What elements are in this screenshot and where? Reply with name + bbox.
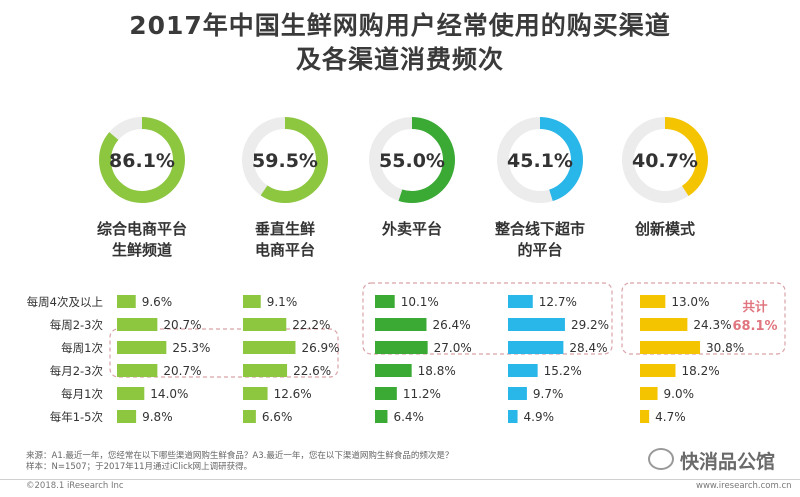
website: www.iresearch.com.cn bbox=[696, 481, 792, 491]
highlight-box-1 bbox=[109, 328, 339, 378]
usage-ring bbox=[497, 117, 583, 203]
frequency-bar bbox=[375, 318, 427, 331]
frequency-value: 30.8% bbox=[706, 341, 744, 355]
frequency-value: 4.9% bbox=[524, 410, 555, 424]
chart-title-line2: 及各渠道消费频次 bbox=[295, 45, 504, 74]
frequency-value: 14.0% bbox=[150, 387, 188, 401]
usage-value: 55.0% bbox=[379, 150, 445, 172]
channel-name: 外卖平台 bbox=[381, 220, 442, 238]
frequency-label: 每月1次 bbox=[61, 387, 103, 401]
frequency-bar bbox=[243, 295, 261, 308]
frequency-value: 13.0% bbox=[671, 295, 709, 309]
usage-value: 59.5% bbox=[252, 150, 318, 172]
frequency-bar bbox=[508, 341, 564, 354]
frequency-bar bbox=[640, 318, 688, 331]
frequency-bar bbox=[640, 410, 650, 423]
frequency-bar bbox=[375, 295, 395, 308]
frequency-value: 12.6% bbox=[274, 387, 312, 401]
wechat-icon bbox=[648, 448, 674, 470]
frequency-value: 9.6% bbox=[142, 295, 173, 309]
channel-name: 垂直生鲜电商平台 bbox=[255, 220, 315, 259]
frequency-bar bbox=[508, 387, 527, 400]
frequency-value: 6.4% bbox=[393, 410, 424, 424]
watermark-text: 快消品公馆 bbox=[680, 451, 776, 473]
frequency-label: 每年1-5次 bbox=[50, 410, 104, 424]
frequency-value: 28.4% bbox=[569, 341, 607, 355]
frequency-value: 10.1% bbox=[401, 295, 439, 309]
highlight-box-2 bbox=[362, 282, 613, 355]
copyright: ©2018.1 iResearch Inc bbox=[26, 481, 124, 491]
frequency-bar bbox=[375, 341, 428, 354]
frequency-bar bbox=[375, 387, 397, 400]
frequency-value: 15.2% bbox=[544, 364, 582, 378]
frequency-bar bbox=[117, 318, 158, 331]
frequency-bar bbox=[640, 341, 701, 354]
frequency-value: 9.8% bbox=[142, 410, 173, 424]
frequency-bar bbox=[508, 410, 518, 423]
frequency-value: 20.7% bbox=[163, 318, 201, 332]
usage-value: 40.7% bbox=[632, 150, 698, 172]
frequency-value: 22.6% bbox=[293, 364, 331, 378]
frequency-bar bbox=[640, 387, 658, 400]
frequency-bar bbox=[508, 318, 565, 331]
frequency-bar bbox=[375, 364, 412, 377]
frequency-value: 11.2% bbox=[403, 387, 441, 401]
frequency-bar bbox=[243, 364, 288, 377]
frequency-value: 26.4% bbox=[432, 318, 470, 332]
watermark: 快消品公馆 bbox=[648, 447, 775, 474]
usage-ring bbox=[622, 117, 708, 203]
frequency-value: 4.7% bbox=[655, 410, 686, 424]
frequency-value: 20.7% bbox=[163, 364, 201, 378]
frequency-bar bbox=[640, 295, 666, 308]
frequency-value: 22.2% bbox=[292, 318, 330, 332]
usage-value: 86.1% bbox=[109, 150, 175, 172]
frequency-bar bbox=[243, 341, 296, 354]
usage-ring bbox=[242, 117, 328, 203]
frequency-value: 12.7% bbox=[539, 295, 577, 309]
usage-ring bbox=[99, 117, 185, 203]
frequency-bar bbox=[243, 410, 256, 423]
annotation-value: 68.1% bbox=[732, 319, 777, 334]
frequency-bar bbox=[117, 387, 145, 400]
frequency-bar bbox=[117, 364, 158, 377]
frequency-value: 18.8% bbox=[418, 364, 456, 378]
frequency-bar bbox=[508, 364, 538, 377]
usage-value: 45.1% bbox=[507, 150, 573, 172]
frequency-value: 18.2% bbox=[681, 364, 719, 378]
frequency-label: 每月2-3次 bbox=[50, 364, 104, 378]
frequency-value: 25.3% bbox=[172, 341, 210, 355]
sample-note: 样本：N=1507；于2017年11月通过iClick网上调研获得。 bbox=[26, 462, 253, 472]
highlight-box-3 bbox=[621, 282, 786, 355]
chart-title-line1: 2017年中国生鲜网购用户经常使用的购买渠道 bbox=[129, 11, 671, 40]
frequency-value: 29.2% bbox=[571, 318, 609, 332]
frequency-bar bbox=[117, 410, 137, 423]
frequency-bar bbox=[117, 295, 136, 308]
footer-divider bbox=[0, 479, 800, 497]
frequency-bar bbox=[640, 364, 676, 377]
frequency-value: 9.1% bbox=[267, 295, 298, 309]
frequency-bar bbox=[508, 295, 533, 308]
frequency-bar bbox=[117, 341, 167, 354]
frequency-value: 24.3% bbox=[693, 318, 731, 332]
frequency-label: 每周4次及以上 bbox=[27, 295, 103, 309]
frequency-value: 9.7% bbox=[533, 387, 564, 401]
frequency-value: 27.0% bbox=[434, 341, 472, 355]
frequency-label: 每周1次 bbox=[61, 341, 103, 355]
frequency-label: 每周2-3次 bbox=[50, 318, 104, 332]
frequency-bar bbox=[243, 387, 268, 400]
channel-name: 综合电商平台生鲜频道 bbox=[97, 220, 187, 259]
frequency-value: 26.9% bbox=[301, 341, 339, 355]
annotation-label: 共计 bbox=[742, 299, 768, 314]
frequency-bar bbox=[243, 318, 287, 331]
frequency-value: 9.0% bbox=[664, 387, 695, 401]
channel-name: 整合线下超市的平台 bbox=[495, 220, 585, 259]
frequency-value: 6.6% bbox=[262, 410, 293, 424]
source-note: 来源：A1.最近一年，您经常在以下哪些渠道网购生鲜食品？A3.最近一年，您在以下… bbox=[26, 451, 454, 461]
usage-ring bbox=[369, 117, 455, 203]
frequency-bar bbox=[375, 410, 388, 423]
channel-name: 创新模式 bbox=[634, 220, 695, 238]
